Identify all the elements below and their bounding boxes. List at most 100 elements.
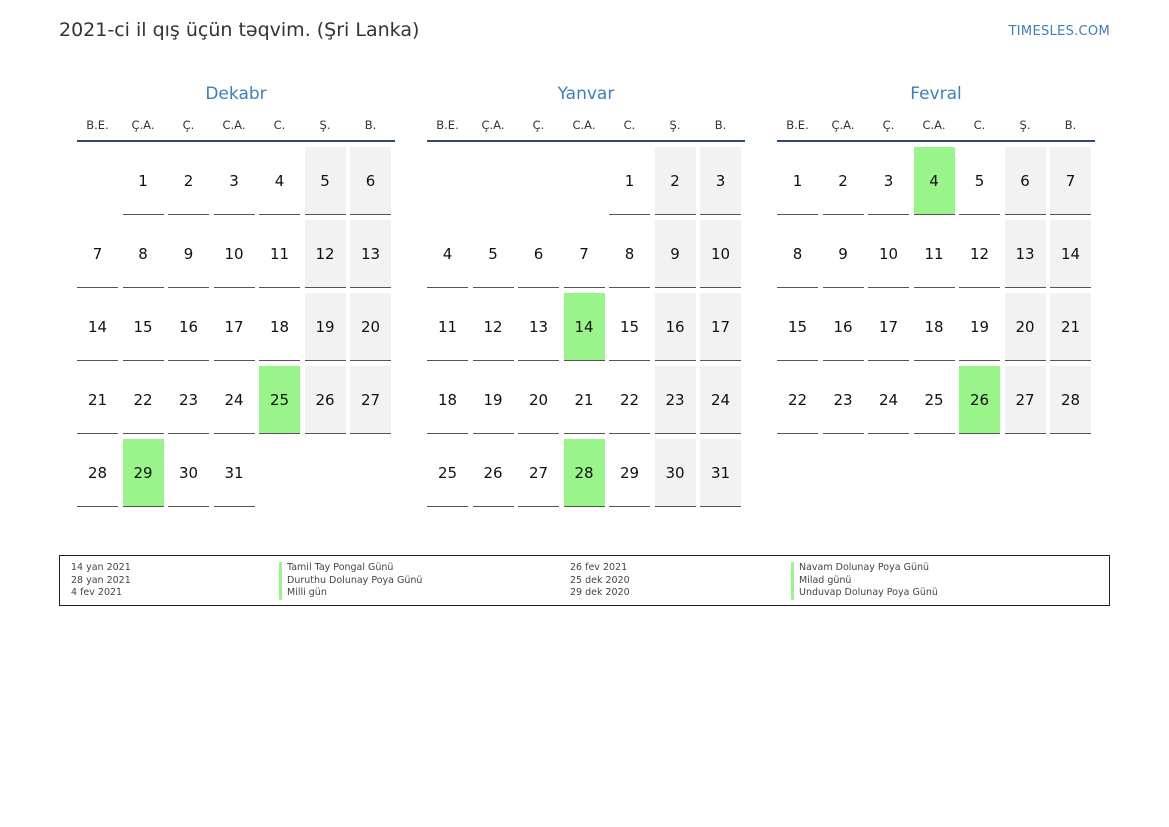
days-grid: 1 2 3 4 5 6 7 8 9 10 11 12 13 14 15 16 17 18 19 20 21 22 23 24 2… — [777, 147, 1095, 434]
day-cell: 31 — [700, 439, 741, 507]
day-cell: 24 — [868, 366, 909, 434]
day-cell: 25 — [427, 439, 468, 507]
weekday-header: B.E. Ç.A. Ç. C.A. C. Ş. B. — [427, 108, 745, 142]
weekday-label: Ç.A. — [481, 118, 505, 132]
day-cell: 5 — [304, 147, 346, 215]
day-cell: 8 — [122, 220, 164, 288]
day-cell: 16 — [822, 293, 864, 361]
day-cell: 3 — [868, 147, 909, 215]
legend-date: 14 yan 2021 — [71, 562, 131, 573]
day-cell: 14 — [1050, 220, 1091, 288]
day-cell: 20 — [1004, 293, 1046, 361]
day-cell: 30 — [168, 439, 209, 507]
day-cell: 23 — [168, 366, 209, 434]
day-cell: 7 — [77, 220, 118, 288]
day-cell: 9 — [822, 220, 864, 288]
day-cell: 2 — [654, 147, 696, 215]
day-cell: 13 — [350, 220, 391, 288]
day-cell: 27 — [350, 366, 391, 434]
legend-holiday-name: Milli gün — [279, 587, 422, 600]
day-cell: 19 — [959, 293, 1000, 361]
day-cell: 26 — [304, 366, 346, 434]
day-cell: 21 — [1050, 293, 1091, 361]
legend-date: 26 fev 2021 — [570, 562, 628, 573]
weekday-label: B.E. — [786, 118, 809, 132]
day-cell: 19 — [304, 293, 346, 361]
day-cell: 11 — [427, 293, 468, 361]
weekday-label: B. — [1064, 118, 1077, 132]
day-cell: 1 — [122, 147, 164, 215]
day-cell: 22 — [777, 366, 818, 434]
day-cell: 29 — [609, 439, 650, 507]
weekday-header: B.E. Ç.A. Ç. C.A. C. Ş. B. — [77, 108, 395, 142]
weekday-label: C.A. — [572, 118, 596, 132]
legend-holiday-name: Tamil Tay Pongal Günü — [279, 562, 422, 575]
weekday-label: C.A. — [222, 118, 246, 132]
legend-date: 4 fev 2021 — [71, 587, 123, 598]
weekday-label: Ç.A. — [831, 118, 855, 132]
empty-cell — [77, 147, 118, 215]
legend-holiday-name: Milad günü — [791, 574, 938, 587]
weekday-label: C.A. — [922, 118, 946, 132]
day-cell: 8 — [609, 220, 650, 288]
weekday-label: B.E. — [86, 118, 109, 132]
day-cell: 27 — [518, 439, 559, 507]
legend-date: 29 dek 2020 — [570, 587, 630, 598]
weekday-label: Ç. — [882, 118, 895, 132]
weekday-label: C. — [623, 118, 636, 132]
month-title: Yanvar — [557, 84, 615, 104]
days-grid: 1 2 3 4 5 6 7 8 9 10 11 12 13 14 15 16 17 18 19 20 21 22 23 24 2… — [77, 147, 395, 507]
day-cell: 3 — [700, 147, 741, 215]
day-cell: 12 — [959, 220, 1000, 288]
day-cell: 25 — [913, 366, 955, 434]
day-cell: 8 — [777, 220, 818, 288]
day-cell: 6 — [1004, 147, 1046, 215]
weekday-label: Ş. — [319, 118, 331, 132]
day-cell: 5 — [959, 147, 1000, 215]
weekday-label: Ç. — [182, 118, 195, 132]
weekday-header: B.E. Ç.A. Ç. C.A. C. Ş. B. — [777, 108, 1095, 142]
empty-cell — [518, 147, 559, 215]
day-cell: 28 — [77, 439, 118, 507]
day-cell: 3 — [213, 147, 255, 215]
day-cell: 15 — [122, 293, 164, 361]
day-cell: 20 — [518, 366, 559, 434]
day-cell: 21 — [77, 366, 118, 434]
day-cell: 31 — [213, 439, 255, 507]
day-cell: 7 — [1050, 147, 1091, 215]
month-february: Fevral B.E. Ç.A. Ç. C.A. C. Ş. B. 1 2 3 4 5 6 7 8 9 10 1… — [777, 80, 1095, 434]
day-cell: 12 — [472, 293, 514, 361]
day-cell: 15 — [609, 293, 650, 361]
day-cell: 27 — [1004, 366, 1046, 434]
day-cell: 17 — [868, 293, 909, 361]
day-cell: 9 — [654, 220, 696, 288]
legend-names-left: Tamil Tay Pongal Günü Duruthu Dolunay Po… — [279, 562, 422, 600]
day-cell: 23 — [654, 366, 696, 434]
weekday-label: Ç. — [532, 118, 545, 132]
day-cell: 13 — [1004, 220, 1046, 288]
weekday-label: Ç.A. — [131, 118, 155, 132]
weekday-label: C. — [973, 118, 986, 132]
empty-cell — [427, 147, 468, 215]
day-cell: 6 — [518, 220, 559, 288]
day-cell: 17 — [213, 293, 255, 361]
day-cell: 10 — [700, 220, 741, 288]
legend-dates-right: 26 fev 2021 25 dek 2020 29 dek 2020 — [570, 562, 630, 600]
day-cell: 24 — [700, 366, 741, 434]
legend-holiday-name: Unduvap Dolunay Poya Günü — [791, 587, 938, 600]
day-cell: 17 — [700, 293, 741, 361]
weekday-label: C. — [273, 118, 286, 132]
weekday-label: Ş. — [669, 118, 681, 132]
page-title: 2021-ci il qış üçün təqvim. (Şri Lanka) — [59, 19, 420, 41]
day-cell: 15 — [777, 293, 818, 361]
brand-link[interactable]: TIMESLES.COM — [1008, 24, 1110, 39]
day-cell: 1 — [777, 147, 818, 215]
day-cell: 16 — [168, 293, 209, 361]
month-december: Dekabr B.E. Ç.A. Ç. C.A. C. Ş. B. 1 2 3 4 5 6 7 8 9 10 1… — [77, 80, 395, 507]
legend-date: 28 yan 2021 — [71, 574, 131, 586]
day-cell: 5 — [472, 220, 514, 288]
day-cell: 19 — [472, 366, 514, 434]
holiday-day-cell: 25 — [259, 366, 300, 434]
day-cell: 1 — [609, 147, 650, 215]
holiday-day-cell: 26 — [959, 366, 1000, 434]
